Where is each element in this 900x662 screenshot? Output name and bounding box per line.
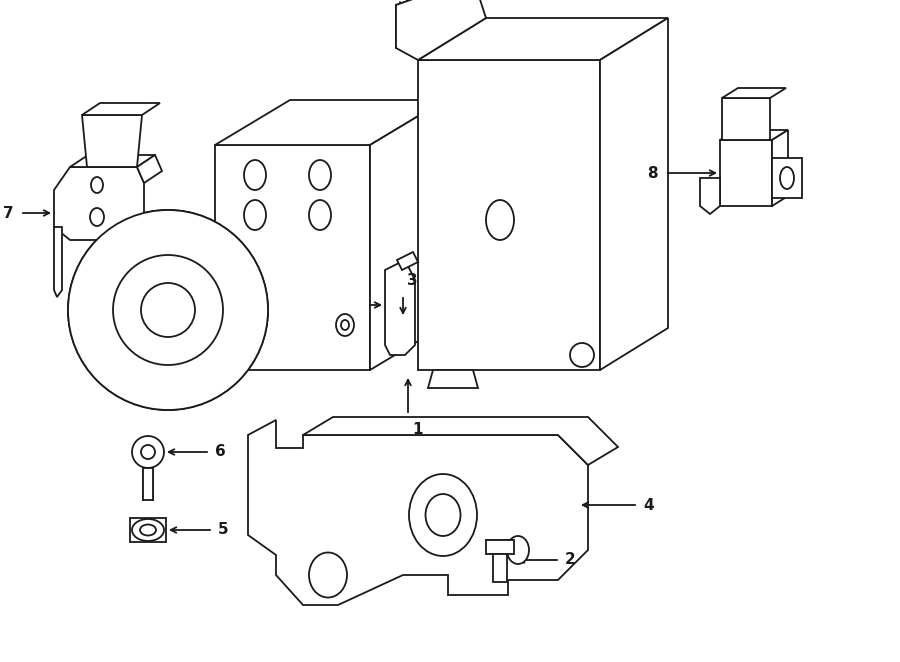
- Polygon shape: [137, 155, 162, 183]
- Polygon shape: [772, 158, 802, 198]
- Polygon shape: [163, 215, 215, 405]
- Polygon shape: [303, 417, 618, 465]
- Text: 3: 3: [407, 273, 418, 288]
- Polygon shape: [248, 420, 588, 605]
- Polygon shape: [700, 178, 720, 214]
- Polygon shape: [82, 115, 142, 167]
- Text: 1: 1: [412, 422, 422, 437]
- Circle shape: [113, 255, 223, 365]
- Text: 8: 8: [647, 166, 658, 181]
- Polygon shape: [54, 227, 62, 297]
- Ellipse shape: [486, 200, 514, 240]
- Ellipse shape: [90, 208, 104, 226]
- Polygon shape: [385, 260, 415, 355]
- Polygon shape: [418, 60, 600, 370]
- Text: 5: 5: [218, 522, 229, 538]
- Ellipse shape: [409, 474, 477, 556]
- Ellipse shape: [341, 320, 349, 330]
- Polygon shape: [720, 130, 788, 140]
- Polygon shape: [54, 167, 144, 240]
- Ellipse shape: [91, 177, 103, 193]
- Circle shape: [113, 255, 223, 365]
- Ellipse shape: [309, 553, 347, 598]
- Text: 2: 2: [565, 553, 576, 567]
- Ellipse shape: [507, 536, 529, 564]
- Ellipse shape: [336, 314, 354, 336]
- Ellipse shape: [426, 494, 461, 536]
- Polygon shape: [722, 98, 770, 140]
- Polygon shape: [70, 155, 155, 167]
- Text: 4: 4: [643, 498, 653, 512]
- Ellipse shape: [132, 519, 164, 541]
- Polygon shape: [772, 130, 788, 206]
- Polygon shape: [428, 370, 478, 388]
- Ellipse shape: [309, 160, 331, 190]
- Polygon shape: [82, 103, 160, 115]
- Circle shape: [141, 283, 195, 337]
- Text: 6: 6: [215, 444, 226, 459]
- Polygon shape: [418, 18, 668, 60]
- Text: 7: 7: [4, 205, 14, 220]
- Polygon shape: [600, 18, 668, 370]
- Ellipse shape: [239, 269, 261, 301]
- Circle shape: [570, 343, 594, 367]
- Polygon shape: [130, 518, 166, 542]
- Polygon shape: [722, 88, 786, 98]
- Polygon shape: [720, 140, 772, 206]
- Polygon shape: [396, 0, 486, 60]
- Ellipse shape: [244, 160, 266, 190]
- Circle shape: [141, 445, 155, 459]
- Polygon shape: [370, 100, 445, 370]
- Circle shape: [132, 436, 164, 468]
- Polygon shape: [215, 100, 445, 145]
- Polygon shape: [493, 554, 507, 582]
- Polygon shape: [215, 145, 370, 370]
- Circle shape: [141, 283, 195, 337]
- Ellipse shape: [244, 200, 266, 230]
- Polygon shape: [486, 540, 514, 554]
- Ellipse shape: [780, 167, 794, 189]
- Ellipse shape: [140, 524, 156, 536]
- Circle shape: [68, 210, 268, 410]
- Circle shape: [68, 210, 268, 410]
- Ellipse shape: [309, 200, 331, 230]
- Polygon shape: [397, 252, 418, 270]
- Polygon shape: [143, 468, 153, 500]
